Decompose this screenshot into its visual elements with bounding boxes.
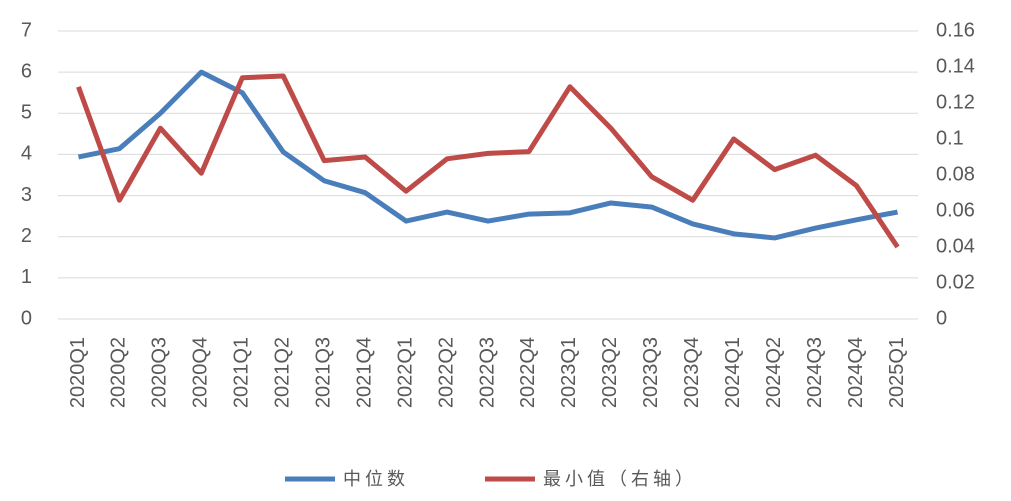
x-tick-label: 2024Q4 [845, 337, 867, 408]
y-tick-label: 6 [21, 60, 32, 82]
x-tick-label: 2020Q4 [190, 337, 212, 408]
x-tick-label: 2021Q1 [231, 337, 253, 408]
x-tick-label: 2023Q1 [558, 337, 580, 408]
y2-tick-label: 0.16 [936, 19, 975, 41]
x-tick-label: 2024Q3 [804, 337, 826, 408]
legend-label: 中位数 [343, 469, 409, 489]
y2-tick-label: 0.14 [936, 55, 975, 77]
y2-tick-label: 0.04 [936, 235, 975, 257]
x-tick-label: 2021Q3 [312, 337, 334, 408]
x-tick-label: 2022Q1 [394, 337, 416, 408]
x-tick-label: 2022Q3 [476, 337, 498, 408]
series-line [77, 69, 898, 241]
y-tick-label: 1 [21, 266, 32, 288]
y-tick-label: 7 [21, 19, 32, 41]
y-tick-label: 2 [21, 225, 32, 247]
x-tick-label: 2024Q2 [763, 337, 785, 408]
x-tick-label: 2020Q2 [108, 337, 130, 408]
x-tick-label: 2024Q1 [722, 337, 744, 408]
x-tick-label: 2023Q4 [681, 337, 703, 408]
x-tick-label: 2022Q2 [435, 337, 457, 408]
x-tick-label: 2021Q4 [353, 337, 375, 408]
y2-tick-label: 0.1 [936, 127, 964, 149]
y-tick-label: 5 [21, 102, 32, 124]
x-tick-label: 2021Q2 [272, 337, 294, 408]
x-tick-label: 2022Q4 [517, 337, 539, 408]
y2-tick-label: 0.06 [936, 199, 975, 221]
x-tick-label: 2025Q1 [886, 337, 908, 408]
x-tick-label: 2023Q3 [640, 337, 662, 408]
y2-tick-label: 0 [936, 307, 947, 329]
y-tick-label: 4 [21, 143, 32, 165]
y-tick-label: 3 [21, 184, 32, 206]
y2-tick-label: 0.08 [936, 163, 975, 185]
y2-tick-label: 0.02 [936, 271, 975, 293]
y-tick-label: 0 [21, 307, 32, 329]
series-line [76, 73, 900, 249]
y2-tick-label: 0.12 [936, 91, 975, 113]
x-tick-label: 2020Q3 [149, 337, 171, 408]
legend-label: 最小值（右轴） [543, 469, 697, 489]
x-tick-label: 2023Q2 [599, 337, 621, 408]
x-tick-label: 2020Q1 [67, 337, 89, 408]
